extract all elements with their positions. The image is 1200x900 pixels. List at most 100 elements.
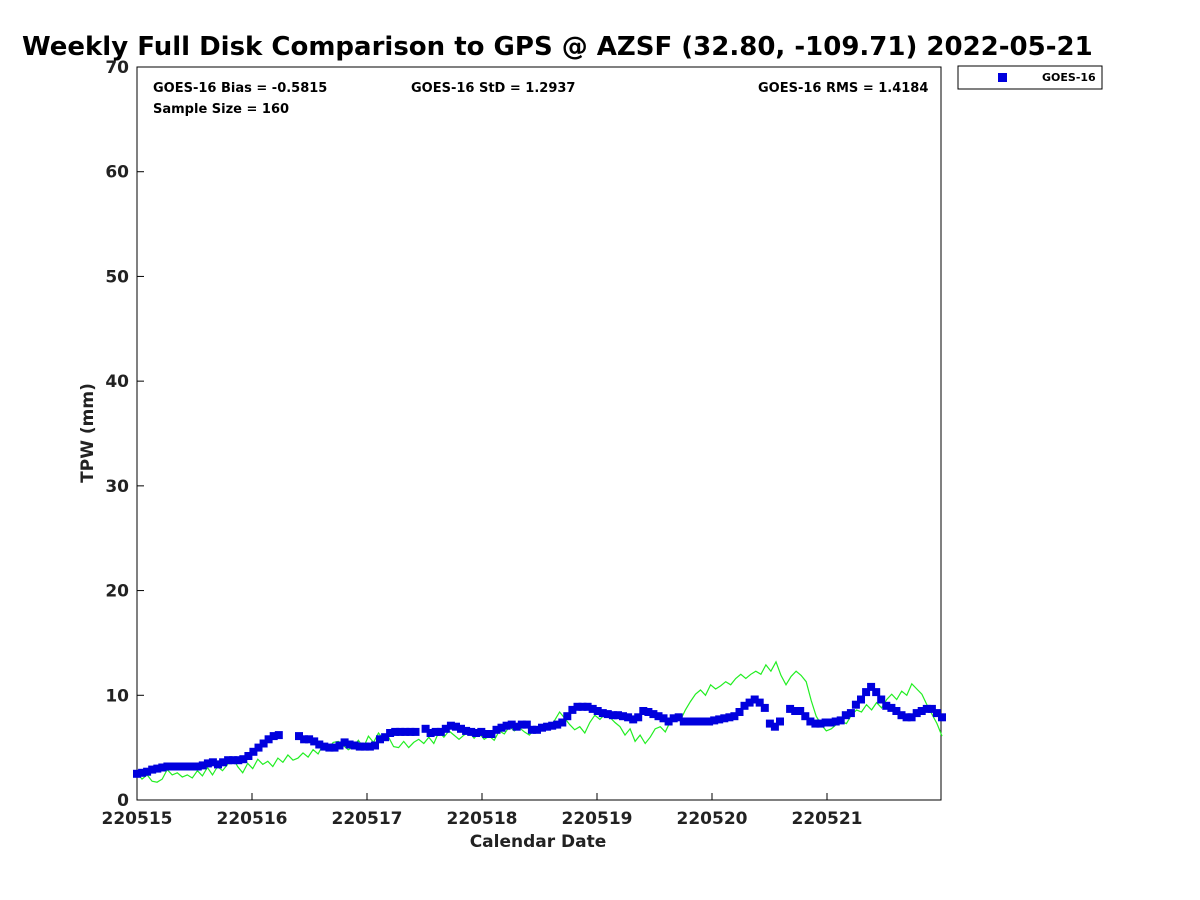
goes16-point: [689, 717, 698, 726]
goes16-point: [735, 708, 744, 716]
goes16-point: [796, 707, 805, 715]
goes16-point: [816, 719, 825, 728]
goes16-point: [644, 708, 653, 716]
goes16-point: [760, 703, 769, 712]
goes16-point: [684, 717, 693, 726]
x-axis-label: Calendar Date: [470, 832, 607, 852]
goes16-point: [659, 714, 668, 723]
goes16-point: [851, 700, 860, 709]
x-tick-label: 220519: [562, 809, 633, 829]
goes16-point: [563, 712, 572, 721]
goes16-point: [669, 714, 678, 723]
goes16-point: [791, 707, 800, 715]
goes16-point: [892, 707, 901, 715]
goes16-point: [492, 725, 501, 734]
goes16-point: [320, 742, 329, 751]
goes16-point: [548, 721, 557, 730]
goes16-point: [386, 729, 395, 737]
goes16-point: [700, 717, 708, 726]
y-tick-label: 30: [105, 477, 129, 497]
goes16-point: [183, 762, 192, 771]
goes16-point: [897, 711, 906, 720]
goes16-point: [335, 741, 344, 750]
goes16-point: [158, 763, 167, 772]
goes16-point: [148, 765, 157, 774]
goes16-point: [938, 713, 946, 722]
goes16-point: [431, 727, 440, 736]
goes16-point: [345, 740, 354, 749]
goes16-point: [755, 698, 764, 707]
y-axis-label: TPW (mm): [78, 383, 98, 483]
goes16-point: [715, 715, 724, 724]
y-tick-label: 0: [117, 791, 129, 811]
goes16-point: [705, 717, 714, 726]
x-tick-label: 220517: [332, 809, 403, 829]
chart-title: Weekly Full Disk Comparison to GPS @ AZS…: [22, 32, 1093, 62]
goes16-point: [436, 727, 445, 736]
goes16-point: [203, 759, 212, 768]
goes16-point: [239, 755, 248, 764]
goes16-point: [801, 712, 810, 721]
goes16-point: [654, 712, 663, 721]
goes16-point: [882, 701, 891, 710]
x-tick-label: 220518: [447, 809, 518, 829]
goes16-point: [376, 735, 384, 744]
goes16-point: [912, 709, 921, 718]
y-tick-label: 50: [105, 267, 129, 287]
goes16-point: [533, 725, 541, 734]
goes16-point: [907, 713, 916, 722]
y-tick-label: 70: [105, 58, 129, 78]
goes16-point: [608, 711, 617, 720]
y-ticks: 0 10 20 30 40 50 60 70: [105, 58, 144, 811]
goes16-point: [603, 710, 612, 719]
goes16-point: [421, 724, 430, 733]
goes16-point: [315, 740, 324, 749]
goes16-point: [776, 717, 784, 726]
goes16-point: [902, 713, 911, 722]
goes16-point: [163, 762, 172, 771]
goes16-point: [831, 717, 840, 726]
goes16-point: [254, 743, 263, 752]
goes16-point: [922, 704, 931, 713]
goes16-point: [244, 752, 253, 760]
goes16-point: [558, 718, 567, 727]
goes16-point: [872, 688, 881, 697]
goes16-point: [624, 713, 633, 722]
goes16-point: [573, 702, 582, 711]
goes16-point: [234, 756, 243, 765]
goes16-point: [619, 712, 627, 721]
goes16-point: [543, 722, 552, 731]
goes16-point: [867, 682, 876, 691]
goes16-point: [634, 713, 643, 722]
goes16-point: [538, 723, 546, 732]
goes16-point: [208, 758, 217, 767]
goes16-point: [821, 718, 830, 727]
goes16-point: [730, 712, 739, 721]
goes16-point: [340, 738, 349, 747]
goes16-point: [614, 711, 622, 720]
axes: [136, 66, 942, 801]
goes16-point: [446, 721, 455, 730]
goes16-point: [745, 698, 754, 707]
goes16-point: [477, 727, 486, 736]
goes16-point: [133, 769, 141, 778]
goes16-point: [274, 731, 283, 740]
goes16-point: [598, 709, 607, 718]
goes16-point: [143, 767, 152, 776]
goes16-point: [310, 737, 319, 746]
goes16-point: [452, 722, 460, 731]
goes16-point: [811, 719, 820, 728]
sample-size-stat: Sample Size = 160: [153, 102, 289, 117]
x-ticks: 220515 220516 220517 220518 220519 220520 2205…: [102, 793, 862, 829]
std-stat: GOES-16 StD = 1.2937: [411, 81, 575, 96]
goes16-point: [836, 716, 845, 725]
goes16-point: [497, 723, 506, 732]
goes16-point: [168, 762, 177, 771]
goes16-point: [426, 729, 435, 737]
goes16-point: [841, 711, 850, 720]
goes16-point: [487, 730, 496, 738]
goes16-point: [512, 722, 521, 731]
goes16-point: [365, 742, 374, 751]
goes16-point: [350, 741, 359, 750]
goes16-point: [406, 727, 415, 736]
